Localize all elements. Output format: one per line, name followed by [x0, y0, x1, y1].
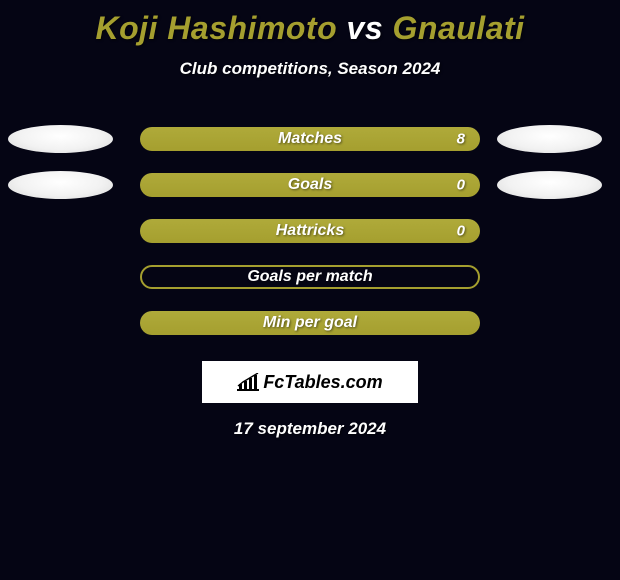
- stat-value: 0: [457, 223, 465, 240]
- stat-label: Matches: [278, 130, 342, 148]
- logo-text: FcTables.com: [263, 372, 382, 393]
- stat-bar: Hattricks 0: [140, 219, 480, 243]
- player1-name: Koji Hashimoto: [95, 10, 337, 46]
- logo-box: FcTables.com: [202, 361, 418, 403]
- left-ellipse: [8, 171, 113, 199]
- stat-bar: Matches 8: [140, 127, 480, 151]
- right-ellipse: [497, 125, 602, 153]
- stat-row: Hattricks 0: [0, 209, 620, 255]
- stat-row: Goals 0: [0, 163, 620, 209]
- player2-name: Gnaulati: [393, 10, 525, 46]
- stat-label: Goals: [288, 176, 332, 194]
- stat-row: Min per goal: [0, 301, 620, 347]
- page-title: Koji Hashimoto vs Gnaulati: [0, 0, 620, 47]
- stat-label: Min per goal: [263, 314, 357, 332]
- chart-icon: [237, 373, 259, 391]
- stat-label: Hattricks: [276, 222, 344, 240]
- right-ellipse: [497, 171, 602, 199]
- date-text: 17 september 2024: [0, 419, 620, 439]
- stat-row: Matches 8: [0, 117, 620, 163]
- left-ellipse: [8, 125, 113, 153]
- stat-rows: Matches 8 Goals 0 Hattricks 0 Goals per match M…: [0, 117, 620, 347]
- subtitle: Club competitions, Season 2024: [0, 59, 620, 79]
- stat-value: 0: [457, 177, 465, 194]
- stat-bar: Goals per match: [140, 265, 480, 289]
- stat-bar: Goals 0: [140, 173, 480, 197]
- stat-value: 8: [457, 131, 465, 148]
- stat-label: Goals per match: [247, 268, 372, 286]
- stat-bar: Min per goal: [140, 311, 480, 335]
- vs-text: vs: [347, 10, 384, 46]
- stat-row: Goals per match: [0, 255, 620, 301]
